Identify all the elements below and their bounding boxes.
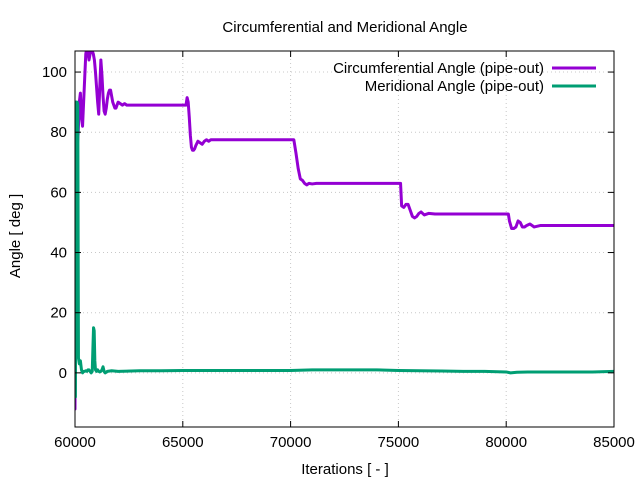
series-layer	[75, 51, 614, 411]
series-line-circumferential	[75, 51, 614, 411]
legend-label: Circumferential Angle (pipe-out)	[333, 60, 544, 77]
x-tick-label: 70000	[270, 434, 312, 451]
ticks-layer: 60000 65000 70000 75000 80000 85000 0 20 40 60 80 1…	[42, 51, 635, 451]
y-tick-label: 0	[59, 365, 67, 382]
x-tick-label: 60000	[54, 434, 96, 451]
y-tick-label: 40	[50, 245, 67, 262]
plot-frame	[74, 50, 615, 428]
y-tick-label: 80	[50, 124, 67, 141]
y-tick-label: 60	[50, 184, 67, 201]
series-line-meridional	[75, 100, 614, 399]
grid-layer	[75, 51, 614, 427]
y-tick-label: 100	[42, 64, 67, 81]
y-axis-label: Angle [ deg ]	[7, 194, 24, 278]
chart-title: Circumferential and Meridional Angle	[222, 19, 467, 36]
legend: Circumferential Angle (pipe-out)Meridion…	[333, 60, 596, 95]
x-tick-label: 75000	[378, 434, 420, 451]
x-axis-label: Iterations [ - ]	[301, 461, 389, 478]
y-tick-label: 20	[50, 305, 67, 322]
x-tick-label: 85000	[593, 434, 635, 451]
legend-label: Meridional Angle (pipe-out)	[365, 78, 544, 95]
x-tick-label: 65000	[162, 434, 204, 451]
x-tick-label: 80000	[485, 434, 527, 451]
